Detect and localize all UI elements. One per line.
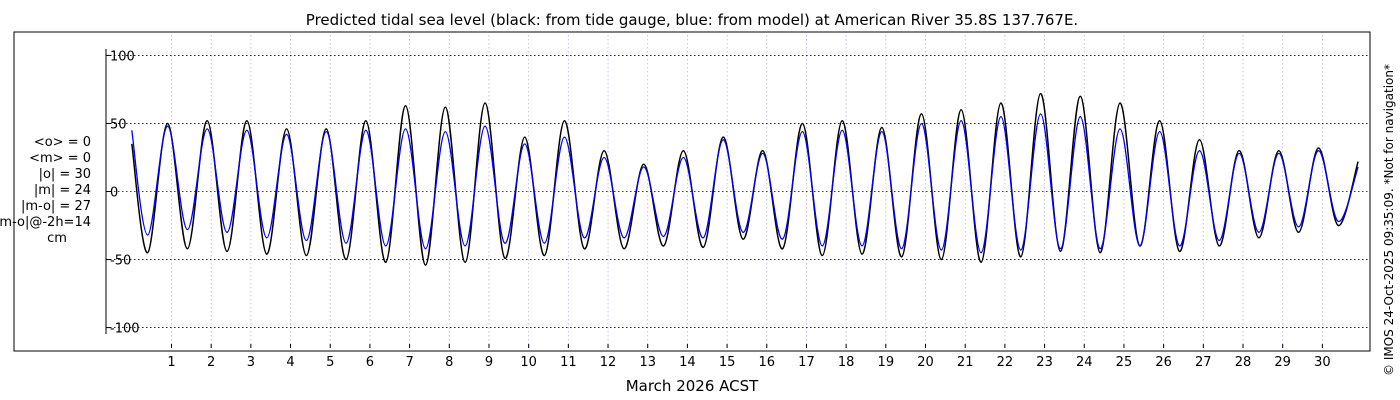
grid xyxy=(106,35,1370,348)
x-tick-label-29: 29 xyxy=(1274,355,1291,370)
y-tick-label-50: 50 xyxy=(110,117,127,132)
x-tick-label-16: 16 xyxy=(758,355,775,370)
tick-labels: 1 2 3 4 5 6 7 8 9 10 11 12 13 14 15 16 17 18 19 20 21 22 23 24 2… xyxy=(110,49,1331,370)
y-tick-label--100: -100 xyxy=(110,322,140,337)
x-tick-label-2: 2 xyxy=(207,355,215,370)
y-tick-label-0: 0 xyxy=(110,186,118,201)
x-tick-label-23: 23 xyxy=(1036,355,1053,370)
x-tick-label-27: 27 xyxy=(1195,355,1212,370)
x-tick-label-15: 15 xyxy=(719,355,736,370)
x-axis-label: March 2026 ACST xyxy=(626,377,759,395)
x-tick-label-24: 24 xyxy=(1076,355,1093,370)
y-tick-label-100: 100 xyxy=(110,49,135,64)
chart-title: Predicted tidal sea level (black: from t… xyxy=(306,11,1078,29)
x-tick-label-12: 12 xyxy=(600,355,617,370)
x-tick-label-10: 10 xyxy=(520,355,537,370)
tide-gauge-series-line xyxy=(131,92,1359,266)
x-tick-label-1: 1 xyxy=(167,355,175,370)
stats-line-3: |m| = 24 xyxy=(34,183,91,198)
x-tick-label-5: 5 xyxy=(326,355,334,370)
x-tick-label-21: 21 xyxy=(957,355,974,370)
stats-line-4: |m-o| = 27 xyxy=(21,199,91,214)
axes xyxy=(105,49,1323,348)
x-tick-label-13: 13 xyxy=(639,355,656,370)
x-tick-label-26: 26 xyxy=(1155,355,1172,370)
series-lines xyxy=(131,92,1359,266)
x-tick-label-6: 6 xyxy=(366,355,374,370)
x-tick-label-25: 25 xyxy=(1116,355,1133,370)
x-tick-label-4: 4 xyxy=(286,355,294,370)
x-tick-label-30: 30 xyxy=(1314,355,1331,370)
stats-panel: <o> = 0<m> = 0|o| = 30|m| = 24|m-o| = 27… xyxy=(0,135,91,246)
x-tick-label-9: 9 xyxy=(485,355,493,370)
model-series-line xyxy=(131,113,1359,254)
stats-line-1: <m> = 0 xyxy=(29,151,91,166)
y-tick-label--50: -50 xyxy=(110,254,131,269)
x-tick-label-22: 22 xyxy=(997,355,1014,370)
x-tick-label-3: 3 xyxy=(247,355,255,370)
x-tick-label-11: 11 xyxy=(560,355,577,370)
stats-line-2: |o| = 30 xyxy=(39,167,91,182)
stats-line-0: <o> = 0 xyxy=(34,135,91,150)
x-tick-label-14: 14 xyxy=(679,355,696,370)
stats-line-5: |m-o|@-2h=14 xyxy=(0,215,91,230)
credit-text: © IMOS 24-Oct-2025 09:35:09. *Not for na… xyxy=(1382,64,1396,376)
outer-frame xyxy=(13,31,1371,352)
stats-line-6: cm xyxy=(47,231,67,246)
x-tick-label-7: 7 xyxy=(405,355,413,370)
x-tick-label-18: 18 xyxy=(838,355,855,370)
x-tick-label-20: 20 xyxy=(917,355,934,370)
x-tick-label-17: 17 xyxy=(798,355,815,370)
x-tick-label-19: 19 xyxy=(878,355,895,370)
x-tick-label-8: 8 xyxy=(445,355,453,370)
x-tick-label-28: 28 xyxy=(1235,355,1252,370)
